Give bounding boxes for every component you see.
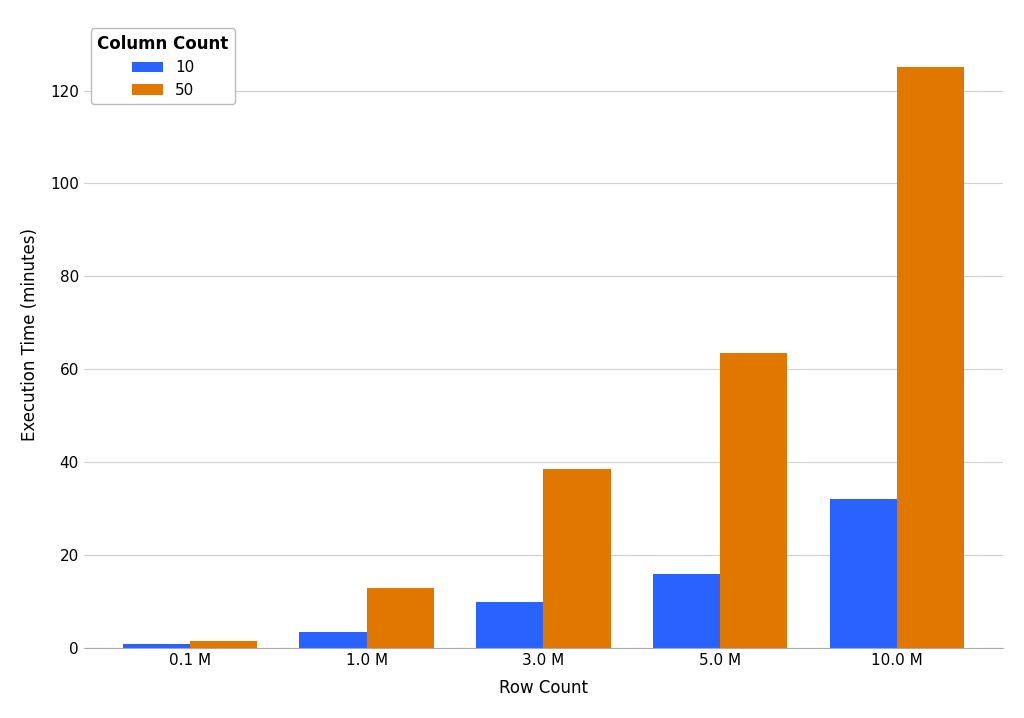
Bar [123,645,189,648]
Bar [367,588,434,648]
Bar [299,632,367,648]
Bar [189,641,257,648]
X-axis label: Row Count: Row Count [499,679,588,697]
Bar [653,574,720,648]
Bar [544,470,610,648]
Bar [829,500,897,648]
Bar [720,353,787,648]
Legend: 10, 50: 10, 50 [91,29,234,104]
Bar [476,602,544,648]
Y-axis label: Execution Time (minutes): Execution Time (minutes) [20,228,39,441]
Bar [897,67,965,648]
